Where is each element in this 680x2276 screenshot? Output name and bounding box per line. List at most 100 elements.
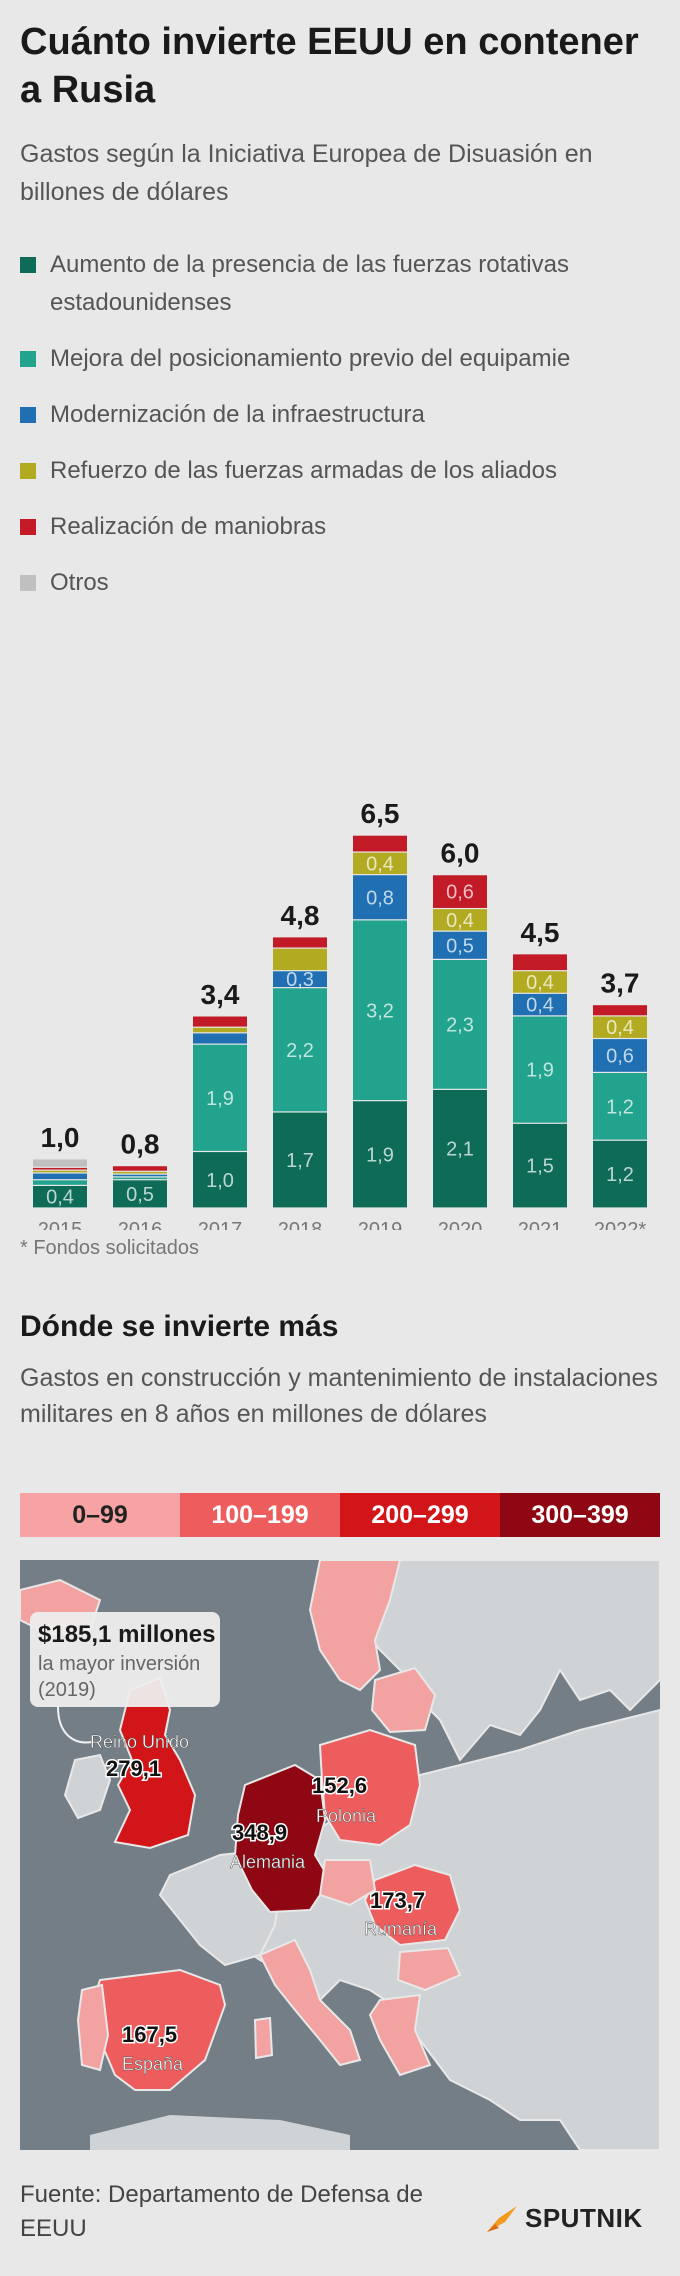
segment-label: 0,5 [126, 1184, 154, 1206]
country-name-romania: Rumanía [364, 1919, 438, 1939]
bar-segment [353, 875, 407, 920]
sputnik-logo-icon [487, 2205, 517, 2232]
bar-segment [193, 1016, 247, 1027]
segment-label: 0,8 [366, 887, 394, 909]
bar-segment [113, 1166, 167, 1171]
x-tick-label: 2021 [518, 1219, 563, 1230]
map-land-sardinia [253, 2016, 274, 2060]
bar-segment [593, 1039, 647, 1072]
map-land-poland [318, 1728, 422, 1847]
bar-segment [33, 1180, 87, 1185]
segment-label: 1,7 [286, 1150, 314, 1172]
scale-bin-0: 0–99 [20, 1493, 180, 1537]
map-land-norway [308, 1560, 402, 1692]
legend-label: Modernización de la infraestructura [50, 401, 425, 428]
bar-segment [273, 988, 327, 1112]
segment-label: 0,4 [446, 910, 474, 932]
segment-label: 0,4 [366, 853, 394, 875]
bar-segment [33, 1167, 87, 1170]
legend-label: Aumento de la presencia de las fuerzas r… [50, 251, 569, 316]
bar-segment [33, 1173, 87, 1180]
scale-bin-1: 100–199 [180, 1493, 340, 1537]
bar-segment [433, 875, 487, 908]
country-value-uk: 279,1 [106, 1756, 161, 1781]
bar-segment [433, 1089, 487, 1208]
bar-segment [273, 948, 327, 971]
legend-swatch [20, 519, 36, 535]
x-tick-label: 2019 [358, 1219, 403, 1230]
section-title: Dónde se invierte más [20, 1310, 339, 1343]
bar-total-label: 6,5 [361, 798, 400, 829]
x-tick-label: 2018 [278, 1219, 323, 1230]
map-land-greece [368, 1993, 432, 2077]
bar-total-label: 1,0 [41, 1122, 80, 1153]
bar-total-label: 3,7 [601, 968, 640, 999]
country-value-germany: 348,9 [232, 1820, 287, 1845]
callout-box [30, 1612, 220, 1707]
callout-line1: la mayor inversión [38, 1653, 200, 1675]
map-land-italy [258, 1938, 362, 2067]
bar-total-label: 3,4 [201, 979, 240, 1010]
bar-segment [193, 1027, 247, 1033]
bar-segment [353, 920, 407, 1101]
map-land-ireland [63, 1753, 112, 1820]
segment-label: 0,5 [446, 935, 474, 957]
legend-item-prepositioning: Mejora del posicionamiento previo del eq… [20, 340, 670, 378]
bar-segment [273, 1112, 327, 1208]
brand-name: SPUTNIK [525, 2203, 643, 2233]
x-tick-label: 2022* [594, 1219, 646, 1230]
segment-label: 0,4 [526, 995, 554, 1017]
map-land-romania [363, 1863, 462, 1947]
country-value-romania: 173,7 [370, 1888, 425, 1913]
legend-swatch [20, 407, 36, 423]
segment-label: 2,1 [446, 1139, 474, 1161]
bar-total-label: 4,8 [281, 900, 320, 931]
map-land-hungary [318, 1859, 377, 1907]
legend-swatch [20, 575, 36, 591]
bar-segment [513, 1016, 567, 1123]
europe-map: $185,1 millones la mayor inversión (2019… [20, 1560, 660, 2150]
bar-segment [593, 1073, 647, 1140]
bar-segment [353, 852, 407, 875]
legend-swatch [20, 463, 36, 479]
legend-item-exercises: Realización de maniobras [20, 508, 670, 546]
segment-label: 0,6 [606, 1045, 634, 1067]
segment-label: 1,2 [606, 1096, 634, 1118]
map-land-africa [90, 2115, 350, 2150]
segment-label: 0,6 [446, 882, 474, 904]
segment-label: 1,9 [206, 1088, 234, 1110]
map-land-baltics [370, 1666, 437, 1734]
country-name-germany: Alemania [230, 1852, 306, 1872]
bar-segment [353, 835, 407, 852]
bar-segment [273, 937, 327, 948]
bar-total-label: 0,8 [121, 1129, 160, 1160]
segment-label: 2,2 [286, 1040, 314, 1062]
map-land-bulgaria [396, 1946, 462, 1992]
x-tick-label: 2016 [118, 1219, 163, 1230]
map-land-uk [113, 1676, 197, 1850]
bar-segment [513, 971, 567, 993]
color-scale: 0–99 100–199 200–299 300–399 [20, 1493, 660, 1537]
bar-segment [113, 1174, 167, 1177]
legend-item-infrastructure: Modernización de la infraestructura [20, 396, 670, 434]
bar-segment [593, 1140, 647, 1208]
legend-swatch [20, 351, 36, 367]
legend-label: Realización de maniobras [50, 513, 327, 540]
callout-amount: $185,1 millones [38, 1621, 215, 1648]
source-note: Fuente: Departamento de Defensa de EEUU [20, 2181, 423, 2242]
bar-segment [433, 931, 487, 959]
bar-segment [113, 1177, 167, 1180]
stacked-bar-chart: 0,4 1,0 2015 0,5 0,8 2016 1,0 1,9 3,4 2017 1,7 2,2 0… [33, 798, 647, 1230]
map-land-portugal [76, 1983, 110, 2072]
legend-item-allies: Refuerzo de las fuerzas armadas de los a… [20, 452, 670, 490]
segment-label: 1,0 [206, 1170, 234, 1192]
legend-item-rotational: Aumento de la presencia de las fuerzas r… [20, 246, 670, 322]
bar-segment [353, 1101, 407, 1208]
segment-label: 0,4 [606, 1017, 634, 1039]
segment-label: 0,3 [286, 969, 314, 991]
brand-logo: SPUTNIK [485, 2203, 643, 2234]
bar-segment [513, 954, 567, 971]
country-name-spain: España [122, 2054, 184, 2074]
bar-segment [433, 909, 487, 931]
country-name-poland: Polonia [316, 1806, 377, 1826]
